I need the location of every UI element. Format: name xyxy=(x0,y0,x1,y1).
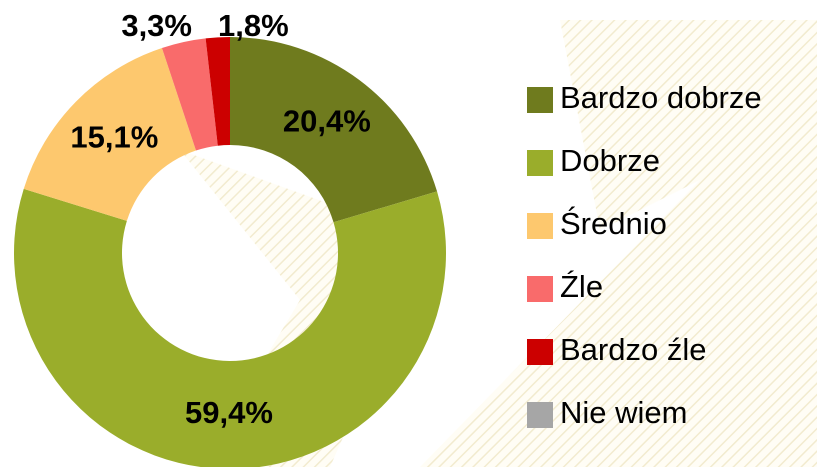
legend-label: Bardzo dobrze xyxy=(560,80,762,115)
legend-label: Nie wiem xyxy=(560,395,687,430)
legend-swatch xyxy=(527,339,553,365)
value-labels: 20,4% 59,4% 15,1% 3,3% 1,8% xyxy=(70,8,370,430)
legend-label: Średnio xyxy=(560,205,667,241)
donut xyxy=(14,37,446,467)
legend-swatch xyxy=(527,402,553,428)
legend-label: Bardzo źle xyxy=(560,332,706,367)
value-label: 15,1% xyxy=(70,120,158,155)
slice xyxy=(230,37,438,223)
slice xyxy=(205,37,230,146)
value-label: 20,4% xyxy=(283,103,371,138)
legend-label: Źle xyxy=(560,269,603,304)
value-label: 3,3% xyxy=(121,8,192,43)
legend-swatch xyxy=(527,150,553,176)
legend-swatch xyxy=(527,87,553,113)
legend-swatch xyxy=(527,213,553,239)
legend: Bardzo dobrze Dobrze Średnio Źle Bardzo źle N… xyxy=(527,80,762,430)
legend-swatch xyxy=(527,276,553,302)
value-label: 59,4% xyxy=(185,395,273,430)
legend-label: Dobrze xyxy=(560,143,660,178)
slice xyxy=(161,38,218,151)
value-label: 1,8% xyxy=(218,8,289,43)
slice xyxy=(23,47,196,221)
slice xyxy=(14,188,446,467)
